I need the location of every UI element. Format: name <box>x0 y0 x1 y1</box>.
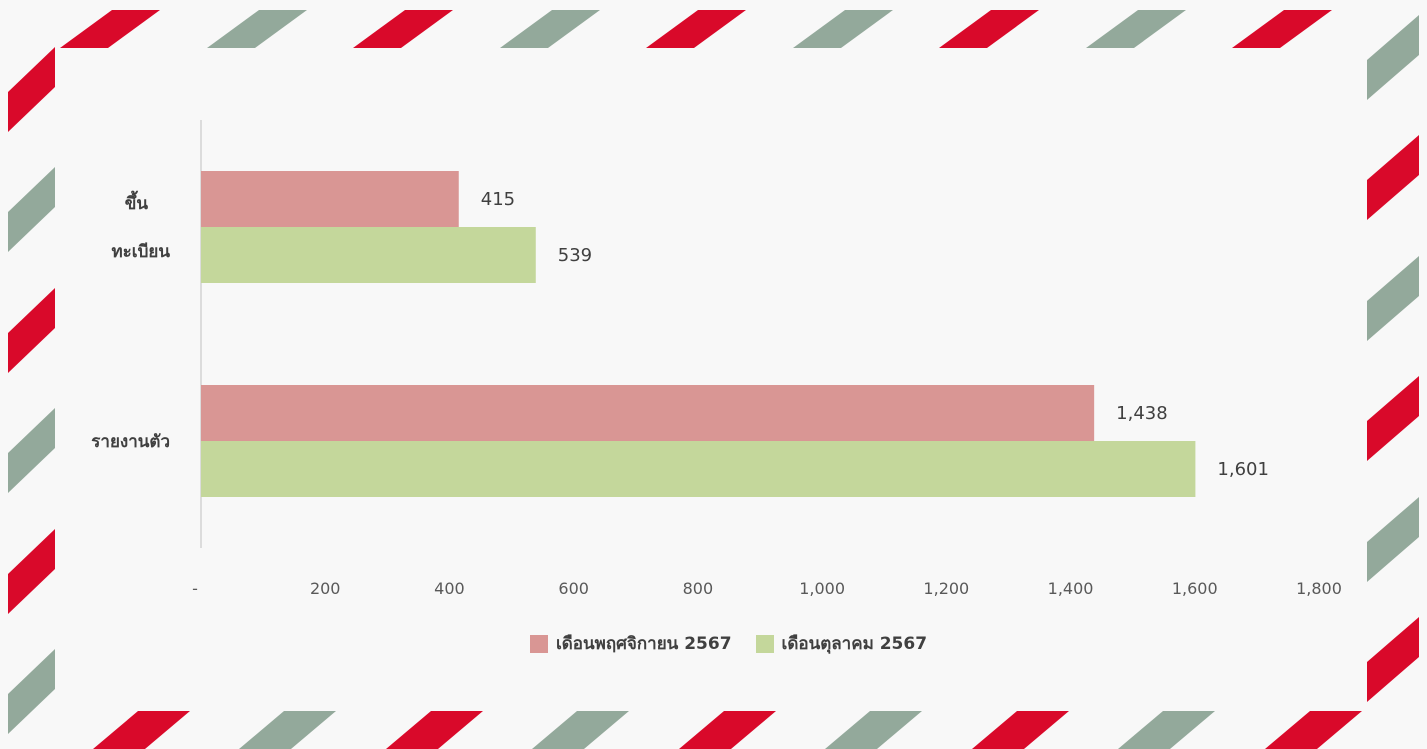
legend-swatch-october <box>755 634 774 653</box>
border-stripe <box>1367 376 1419 461</box>
border-stripe <box>8 288 55 373</box>
x-tick-label: 1,200 <box>923 579 969 598</box>
data-label: 1,601 <box>1217 459 1269 480</box>
bar <box>201 385 1095 441</box>
border-stripe <box>500 10 600 48</box>
border-stripe <box>532 711 629 749</box>
border-stripe <box>1232 10 1332 48</box>
border-stripe <box>825 711 922 749</box>
x-tick-label: - <box>192 579 198 598</box>
x-tick-label: 200 <box>310 579 341 598</box>
x-tick-label: 600 <box>558 579 589 598</box>
category-label: รายงานตัว <box>91 432 170 452</box>
legend-swatch-november <box>529 634 548 653</box>
legend: เดือนพฤศจิกายน 2567 เดือนตุลาคม 2567 <box>0 630 1427 657</box>
border-stripe <box>1367 135 1419 220</box>
border-stripe <box>1367 15 1419 100</box>
border-stripe <box>1367 497 1419 582</box>
border-stripe <box>239 711 336 749</box>
border-stripe <box>1265 711 1362 749</box>
border-stripe <box>1367 617 1419 702</box>
data-label: 539 <box>558 245 592 266</box>
border-stripe <box>386 711 483 749</box>
border-stripe <box>8 47 55 132</box>
border-stripe <box>679 711 776 749</box>
bar <box>201 171 459 227</box>
border-stripe <box>646 10 746 48</box>
bar <box>201 227 536 283</box>
border-stripe <box>8 649 55 734</box>
x-tick-label: 400 <box>434 579 465 598</box>
border-stripe <box>972 711 1069 749</box>
border-stripe <box>353 10 453 48</box>
x-tick-label: 1,800 <box>1296 579 1342 598</box>
category-label: ทะเบียน <box>111 241 170 262</box>
border-stripe <box>93 711 190 749</box>
border-stripe <box>939 10 1039 48</box>
border-stripe <box>207 10 307 48</box>
border-stripe <box>60 10 160 48</box>
legend-item-october: เดือนตุลาคม 2567 <box>755 630 928 657</box>
border-stripe <box>8 529 55 614</box>
border-stripe <box>1086 10 1186 48</box>
legend-label-october: เดือนตุลาคม 2567 <box>781 634 928 654</box>
border-stripe <box>8 167 55 252</box>
legend-label-november: เดือนพฤศจิกายน 2567 <box>555 634 732 654</box>
x-tick-label: 1,000 <box>799 579 845 598</box>
border-stripe <box>8 408 55 493</box>
data-label: 1,438 <box>1116 403 1168 424</box>
legend-item-november: เดือนพฤศจิกายน 2567 <box>529 630 732 657</box>
bar <box>201 441 1196 497</box>
x-tick-label: 1,600 <box>1172 579 1218 598</box>
border-stripe <box>1367 256 1419 341</box>
x-tick-label: 1,400 <box>1048 579 1094 598</box>
border-stripe <box>1118 711 1215 749</box>
data-label: 415 <box>481 189 515 210</box>
border-stripe <box>793 10 893 48</box>
category-label: ขึ้น <box>125 190 149 214</box>
x-tick-label: 800 <box>683 579 714 598</box>
